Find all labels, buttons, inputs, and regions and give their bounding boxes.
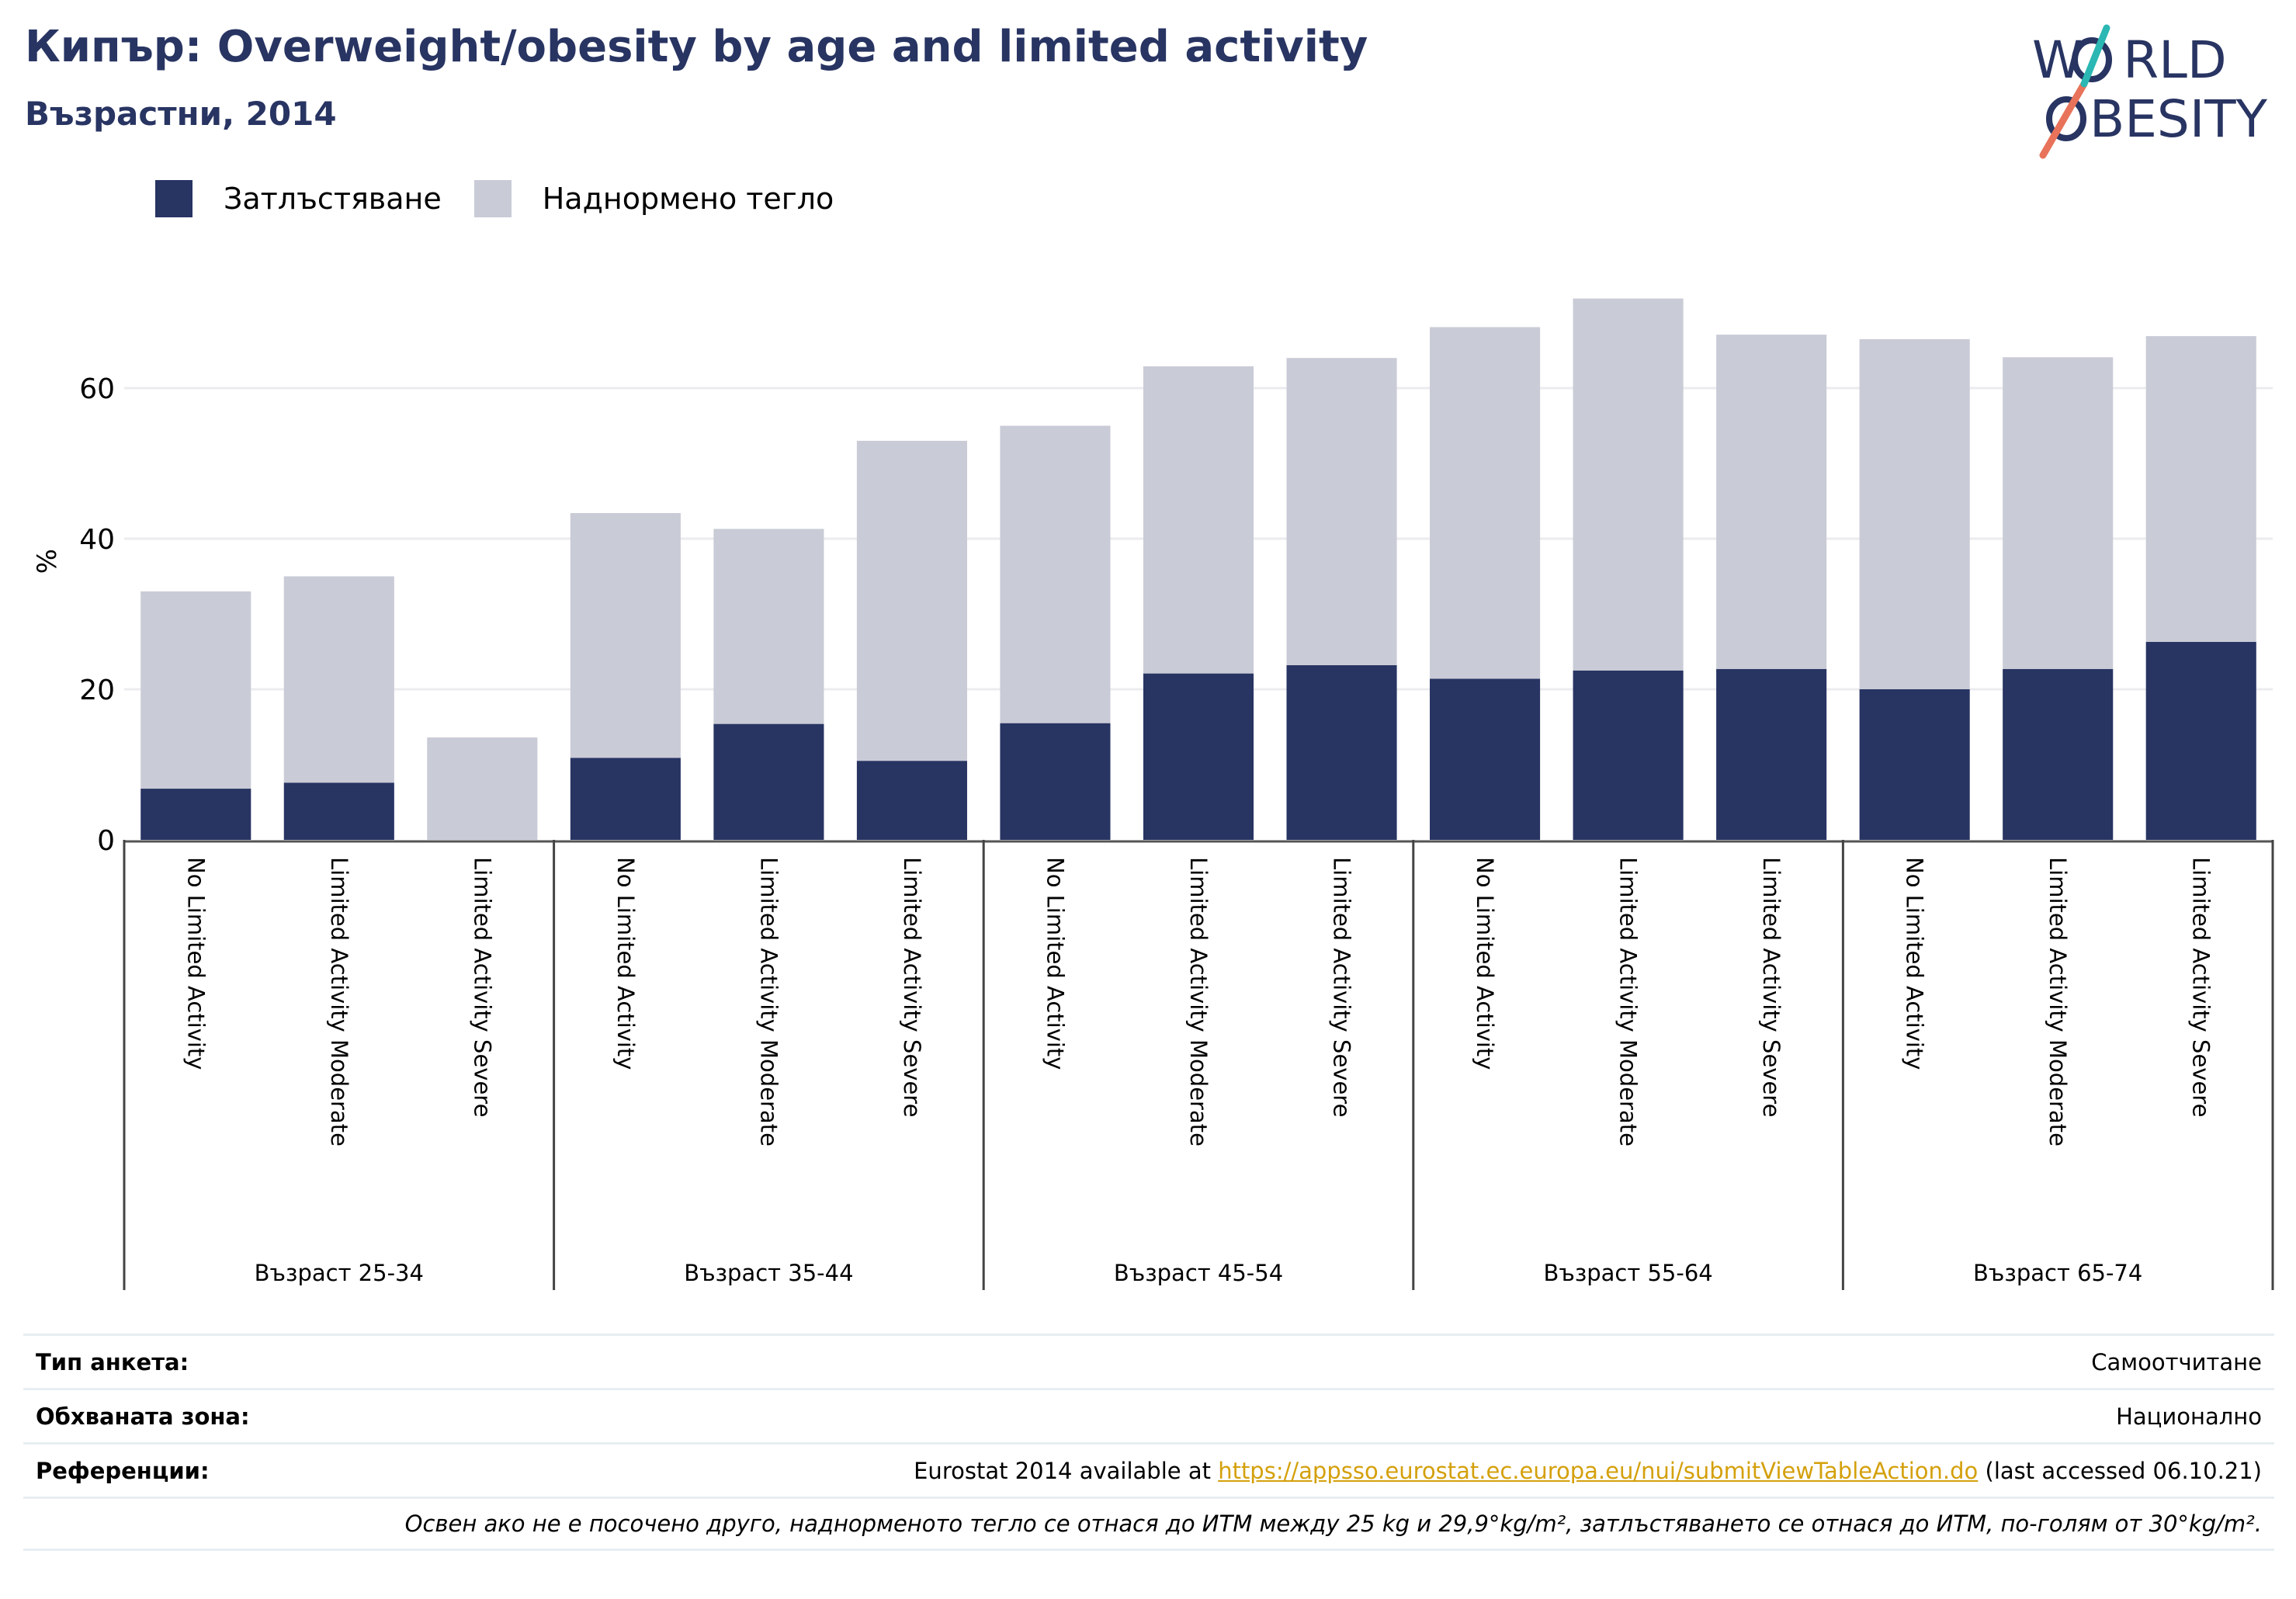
group-label: Възраст 35-44 (684, 1260, 853, 1286)
bar-overweight (140, 591, 251, 789)
x-category-label: Limited Activity Severe (1758, 857, 1784, 1117)
legend-item-overweight: Наднормено тегло (473, 180, 834, 217)
definition-note: Освен ако не е посочено друго, наднормен… (404, 1511, 2262, 1537)
x-category-label: Limited Activity Moderate (755, 857, 782, 1146)
x-category-label: No Limited Activity (1042, 857, 1068, 1070)
world-obesity-logo: WORLD OBESITY (2032, 24, 2268, 159)
bar-obesity (1143, 673, 1254, 840)
logo-slash-upper (2080, 24, 2110, 88)
legend-label-obesity: Затлъстяване (224, 182, 442, 216)
group-label: Възраст 45-54 (1114, 1260, 1283, 1286)
coverage-label: Обхваната зона: (36, 1403, 250, 1430)
x-category-label: Limited Activity Moderate (1185, 857, 1212, 1146)
bar-overweight (427, 737, 538, 840)
bar-overweight (1286, 358, 1397, 665)
x-category-label: No Limited Activity (1902, 857, 1928, 1070)
x-category-label: Limited Activity Severe (2188, 857, 2214, 1117)
survey-type-value: Самоотчитане (2091, 1348, 2262, 1375)
bar-obesity (2003, 668, 2114, 840)
references-prefix: Eurostat 2014 available at (914, 1457, 1219, 1484)
references-label: Референции: (36, 1457, 210, 1484)
bar-overweight (1859, 338, 1970, 689)
y-tick-label: 20 (79, 675, 115, 706)
group-label: Възраст 65-74 (1973, 1260, 2142, 1286)
x-category-label: Limited Activity Severe (1329, 857, 1355, 1117)
bar-overweight (856, 440, 967, 761)
bar-overweight (1143, 366, 1254, 674)
bar-obesity (1573, 670, 1684, 840)
x-category-label: No Limited Activity (612, 857, 639, 1070)
x-category-label: No Limited Activity (182, 857, 209, 1070)
bar-overweight (1430, 327, 1541, 679)
legend-item-obesity: Затлъстяване (155, 180, 442, 217)
bar-overweight (2003, 357, 2114, 669)
chart-subtitle: Възрастни, 2014 (25, 95, 337, 133)
chart-legend: Затлъстяване Наднормено тегло (155, 177, 866, 220)
bar-obesity (1286, 664, 1397, 840)
legend-label-overweight: Наднормено тегло (542, 182, 834, 216)
x-category-label: Limited Activity Severe (469, 857, 495, 1117)
legend-swatch-overweight (473, 180, 512, 217)
bar-obesity (2145, 641, 2256, 840)
logo-o-obesity (2046, 96, 2086, 141)
references-value: Eurostat 2014 available at https://appss… (914, 1458, 2262, 1484)
survey-type-label: Тип анкета: (36, 1348, 189, 1375)
footer-row-survey-type: Тип анкета: Самоотчитане (23, 1334, 2274, 1388)
x-category-label: Limited Activity Moderate (2045, 857, 2071, 1146)
bar-obesity (1000, 723, 1111, 840)
bar-obesity (856, 761, 967, 840)
references-suffix: (last accessed 06.10.21) (1978, 1457, 2263, 1484)
chart-footer: Тип анкета: Самоотчитане Обхваната зона:… (23, 1334, 2274, 1551)
bar-overweight (2145, 336, 2256, 642)
y-tick-label: 60 (79, 373, 115, 405)
bar-obesity (1859, 689, 1970, 840)
bar-obesity (713, 723, 824, 840)
chart-title: Кипър: Overweight/obesity by age and lim… (25, 22, 1368, 72)
footer-row-references: Референции: Eurostat 2014 available at h… (23, 1442, 2274, 1497)
x-category-label: No Limited Activity (1472, 857, 1498, 1070)
logo-slash-lower (2039, 80, 2088, 159)
bar-obesity (570, 758, 681, 840)
stacked-bar-chart: 0 20 40 60% No Limited Activity Limited Activ… (32, 298, 2274, 1290)
y-axis-label: % (32, 549, 63, 574)
bar-obesity (283, 782, 394, 840)
y-tick-label: 0 (97, 825, 115, 857)
y-tick-label: 40 (79, 524, 115, 556)
bar-overweight (283, 576, 394, 783)
logo-o-world (2072, 37, 2112, 82)
footer-row-note: Освен ако не е посочено друго, наднормен… (23, 1497, 2274, 1551)
legend-swatch-obesity (155, 180, 192, 217)
x-category-label: Limited Activity Moderate (326, 857, 352, 1146)
group-label: Възраст 55-64 (1543, 1260, 1712, 1286)
bar-overweight (1000, 425, 1111, 723)
bar-overweight (713, 529, 824, 724)
references-link[interactable]: https://appsso.eurostat.ec.europa.eu/nui… (1218, 1457, 1979, 1484)
bar-obesity (1430, 678, 1541, 840)
group-label: Възраст 25-34 (255, 1260, 424, 1286)
footer-row-coverage: Обхваната зона: Национално (23, 1388, 2274, 1442)
coverage-value: Национално (2116, 1403, 2262, 1430)
bar-overweight (570, 513, 681, 758)
bar-overweight (1716, 335, 1827, 669)
x-category-label: Limited Activity Severe (899, 857, 925, 1117)
bar-obesity (140, 789, 251, 840)
bar-overweight (1573, 298, 1684, 671)
x-category-label: Limited Activity Moderate (1615, 857, 1642, 1146)
bar-obesity (1716, 668, 1827, 840)
